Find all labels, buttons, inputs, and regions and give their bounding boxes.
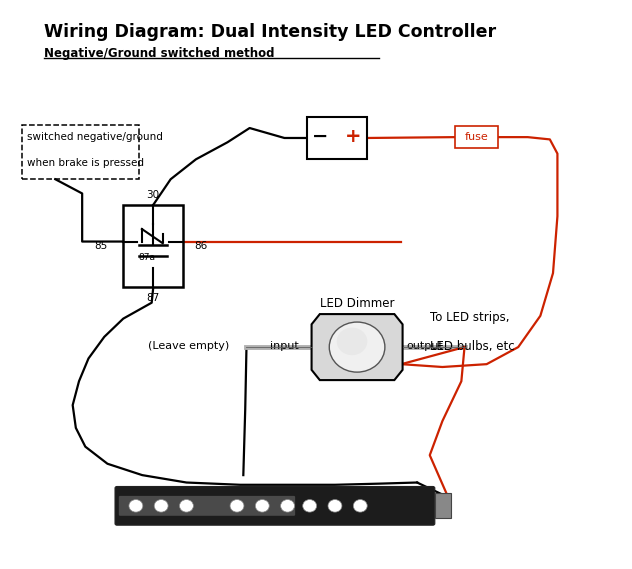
Circle shape [179, 500, 193, 512]
Text: To LED strips,: To LED strips, [430, 311, 509, 324]
Text: Negative/Ground switched method: Negative/Ground switched method [44, 47, 275, 60]
Circle shape [303, 500, 317, 512]
Text: 87a: 87a [138, 253, 155, 262]
Polygon shape [312, 314, 403, 380]
Text: fuse: fuse [465, 132, 489, 142]
Circle shape [281, 500, 295, 512]
FancyBboxPatch shape [115, 486, 435, 525]
Circle shape [337, 328, 367, 355]
Text: output: output [406, 341, 443, 351]
Circle shape [154, 500, 168, 512]
Bar [455, 126, 498, 148]
Text: +: + [344, 127, 361, 146]
Text: when brake is pressed: when brake is pressed [27, 158, 144, 168]
Bar [435, 493, 451, 518]
Circle shape [129, 500, 143, 512]
Circle shape [328, 500, 342, 512]
Circle shape [329, 322, 385, 372]
Text: 30: 30 [147, 190, 159, 200]
Bar [307, 117, 367, 159]
Text: (Leave empty): (Leave empty) [148, 341, 229, 351]
Text: 86: 86 [195, 241, 208, 251]
Text: LED Dimmer: LED Dimmer [320, 296, 394, 310]
Text: 87: 87 [147, 293, 159, 303]
Circle shape [353, 500, 367, 512]
Text: −: − [312, 127, 329, 146]
Bar [123, 205, 183, 287]
Text: input: input [270, 341, 298, 351]
Circle shape [230, 500, 244, 512]
Text: LED bulbs, etc: LED bulbs, etc [430, 340, 514, 353]
Text: Wiring Diagram: Dual Intensity LED Controller: Wiring Diagram: Dual Intensity LED Contr… [44, 23, 496, 41]
Circle shape [255, 500, 269, 512]
Text: switched negative/ground: switched negative/ground [27, 133, 163, 142]
Text: 85: 85 [94, 241, 107, 251]
FancyBboxPatch shape [119, 496, 295, 516]
